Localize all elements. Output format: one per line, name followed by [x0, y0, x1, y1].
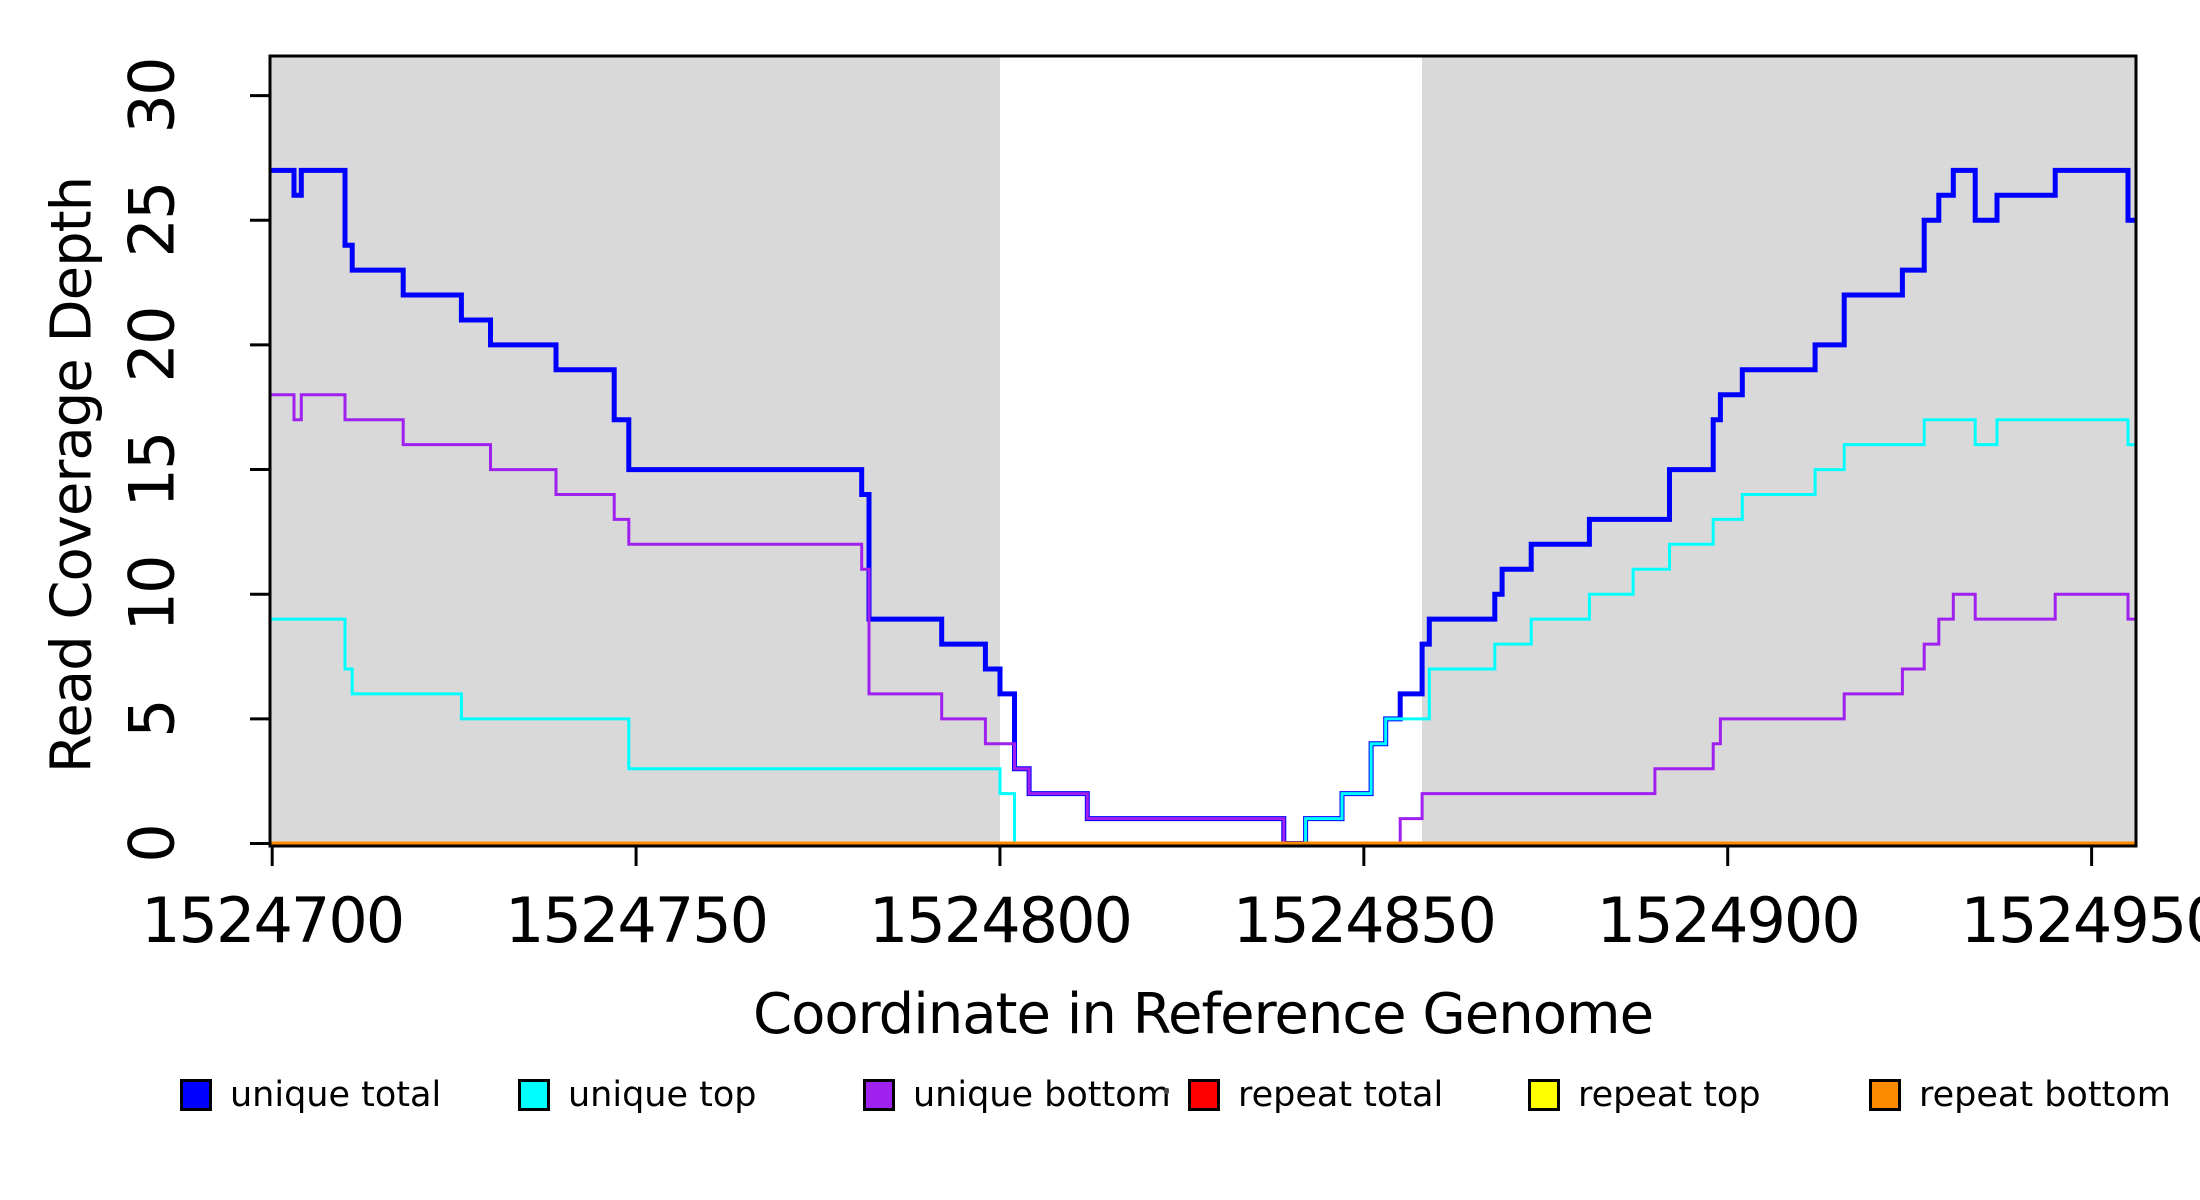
y-tick-label: 25: [115, 182, 189, 258]
legend-item-unique-top: unique top: [518, 1075, 757, 1115]
legend-label: unique total: [230, 1075, 442, 1115]
shaded-region: [1422, 56, 2136, 846]
series-unique-top: [270, 418, 2136, 845]
x-tick-label: 1524800: [868, 884, 1133, 957]
legend-swatch-icon: [1869, 1079, 1901, 1111]
plot-border: [268, 54, 2138, 848]
series-unique-bottom: [270, 393, 2136, 845]
y-axis-title: Read Coverage Depth: [39, 176, 105, 774]
legend-item-repeat-bottom: repeat bottom: [1869, 1075, 2171, 1115]
legend-label: repeat bottom: [1919, 1075, 2171, 1115]
legend-item-repeat-top: repeat top: [1528, 1075, 1761, 1115]
legend-label: repeat top: [1578, 1075, 1761, 1115]
legend-swatch-icon: [1188, 1079, 1220, 1111]
y-tick-label: 5: [115, 700, 189, 738]
legend-label: repeat total: [1238, 1075, 1444, 1115]
x-tick-label: 1524900: [1596, 884, 1861, 957]
x-tick-label: 1524750: [505, 884, 769, 957]
legend-label: unique bottom: [913, 1075, 1171, 1115]
stray-dot: [1164, 1088, 1169, 1094]
y-tick-label: 10: [115, 556, 189, 632]
y-tick-label: 20: [115, 307, 189, 383]
y-tick-label: 15: [115, 432, 189, 507]
x-axis-title: Coordinate in Reference Genome: [752, 982, 1654, 1047]
y-tick-label: 30: [115, 58, 189, 134]
legend-item-unique-bottom: unique bottom: [863, 1075, 1171, 1115]
legend-swatch-icon: [180, 1079, 212, 1111]
legend-swatch-icon: [1528, 1079, 1560, 1111]
legend-label: unique top: [568, 1075, 757, 1115]
y-tick-label: 0: [115, 824, 189, 863]
shaded-region: [270, 56, 1000, 846]
legend-item-unique-total: unique total: [180, 1075, 441, 1115]
x-tick-label: 1524700: [141, 884, 405, 957]
legend-item-repeat-total: repeat total: [1188, 1075, 1443, 1115]
x-tick-label: 1524950: [1960, 884, 2200, 957]
legend-swatch-icon: [518, 1079, 550, 1111]
x-tick-label: 1524850: [1232, 884, 1497, 957]
legend-swatch-icon: [863, 1079, 895, 1111]
